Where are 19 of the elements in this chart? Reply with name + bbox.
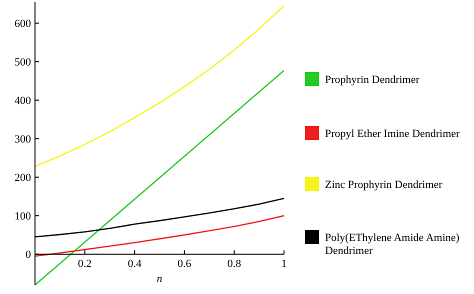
y-tick-label: 0 [26, 249, 32, 262]
x-tick-label: 0.2 [78, 258, 92, 270]
y-tick-label: 300 [14, 134, 32, 146]
legend-label: Propyl Ether Imine Dendrimer [325, 128, 460, 140]
x-axis-title: n [156, 273, 163, 286]
x-tick-label: 0.8 [227, 258, 242, 270]
x-tick-label: 0.4 [128, 258, 142, 270]
y-tick-label: 200 [14, 172, 32, 184]
y-tick-label: 600 [14, 18, 32, 30]
line-series [34, 5, 285, 168]
legend-label: Zinc Prophyrin Dendrimer [325, 179, 443, 191]
x-tick-label: 1 [281, 258, 287, 270]
y-tick-label: 500 [14, 56, 32, 69]
line-series [34, 215, 285, 257]
y-tick-label: 400 [14, 95, 32, 108]
legend-label: Poly(EThylene Amide Amine) Dendrimer [325, 232, 460, 257]
legend-label: Prophyrin Dendrimer [325, 74, 420, 86]
y-tick-label: 100 [14, 210, 32, 223]
x-tick-label: 0.6 [178, 258, 192, 270]
